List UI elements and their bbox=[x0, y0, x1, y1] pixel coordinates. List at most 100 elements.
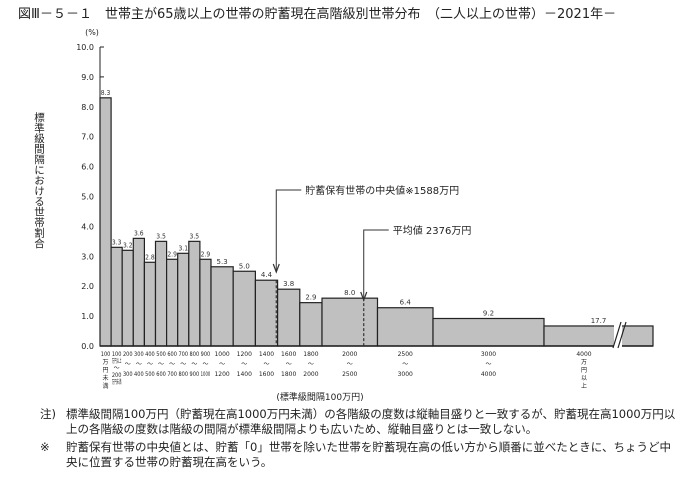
histogram-bar bbox=[299, 302, 323, 347]
y-tick-label: 1.0 bbox=[81, 312, 94, 321]
note-2: ※ 貯蓄保有世帯の中央値とは、貯蓄「0」世帯を除いた世帯を貯蓄現在高の低い方から… bbox=[40, 440, 680, 470]
histogram-bar bbox=[321, 297, 379, 347]
bar-value-label: 2.8 bbox=[145, 253, 155, 261]
histogram-bar bbox=[277, 288, 301, 347]
x-tick-label: 満 bbox=[103, 382, 109, 390]
note-mark: 注) bbox=[40, 407, 56, 421]
x-tick-label: 2000 bbox=[342, 351, 357, 358]
bar-value-label: 2.9 bbox=[201, 250, 211, 258]
x-tick-label: 〜 bbox=[219, 361, 225, 368]
note-text: 標準級間隔100万円（貯蓄現在高1000万円未満）の各階級の度数は縦軸目盛りと一… bbox=[66, 407, 676, 436]
x-tick-label: 900 bbox=[201, 351, 211, 358]
bar-value-label: 8.3 bbox=[101, 89, 111, 97]
bar-value-label: 5.0 bbox=[239, 262, 250, 270]
bar-value-label: 9.2 bbox=[483, 309, 494, 317]
histogram-bar bbox=[432, 317, 545, 347]
histogram-bar bbox=[121, 249, 134, 347]
note-1: 注) 標準級間隔100万円（貯蓄現在高1000万円未満）の各階級の度数は縦軸目盛… bbox=[40, 407, 680, 437]
x-tick-label: 100 bbox=[112, 351, 122, 358]
x-tick-label: 以 bbox=[581, 375, 587, 382]
y-tick-label: 7.0 bbox=[81, 133, 94, 142]
x-tick-label: 1600 bbox=[259, 371, 274, 378]
x-tick-label: 上 bbox=[581, 382, 587, 390]
note-text: 貯蓄保有世帯の中央値とは、貯蓄「0」世帯を除いた世帯を貯蓄現在高の低い方から順番… bbox=[66, 440, 671, 469]
x-tick-label: 2500 bbox=[342, 371, 357, 378]
x-tick-label: 300 bbox=[134, 351, 144, 358]
x-tick-label: 〜 bbox=[263, 361, 269, 368]
axis-break-mark bbox=[617, 321, 627, 349]
bar-value-label: 6.4 bbox=[400, 299, 412, 307]
bar-value-label: 3.3 bbox=[112, 238, 122, 246]
x-tick-label: 〜 bbox=[485, 361, 491, 368]
x-tick-label: 1000 bbox=[214, 351, 229, 358]
bar-value-label: 3.2 bbox=[123, 241, 133, 249]
bar-value-label: 4.4 bbox=[261, 271, 273, 279]
x-tick-label: 500 bbox=[156, 351, 166, 358]
x-tick-label: 700 bbox=[167, 371, 177, 378]
x-tick-label: 円 bbox=[103, 367, 109, 374]
y-tick-label: 8.0 bbox=[81, 103, 94, 112]
x-tick-label: 3000 bbox=[481, 351, 496, 358]
x-tick-label: 1400 bbox=[259, 351, 274, 358]
x-tick-label: 600 bbox=[167, 351, 177, 358]
x-tick-label: 〜 bbox=[286, 361, 292, 368]
axis-break-mark bbox=[612, 321, 622, 349]
x-tick-label: 1600 bbox=[281, 351, 296, 358]
x-tick-label: 〜 bbox=[347, 361, 353, 368]
arrow-head-icon bbox=[360, 291, 368, 302]
x-tick-label: 〜 bbox=[136, 361, 142, 368]
x-tick-label: 〜 bbox=[169, 361, 175, 368]
x-tick-label: 1400 bbox=[237, 371, 252, 378]
x-tick-label: 700 bbox=[178, 351, 188, 358]
histogram-chart: (%) 0.0 1.0 2.0 3.0 4.0 5.0 6.0 7.0 8.0 9.0 10.0 8.3… bbox=[76, 28, 654, 403]
x-tick-label: 900 bbox=[190, 371, 200, 378]
bar-value-label: 8.0 bbox=[344, 289, 355, 297]
x-tick-label: 円 bbox=[581, 367, 587, 374]
y-unit-label: (%) bbox=[85, 28, 99, 37]
x-tick-label: 〜 bbox=[202, 361, 208, 368]
histogram-bar bbox=[110, 246, 123, 347]
x-tick-label: 1200 bbox=[237, 351, 252, 358]
histogram-bar bbox=[177, 252, 190, 347]
x-tick-label: 〜 bbox=[114, 365, 120, 372]
y-tick-label: 9.0 bbox=[81, 73, 94, 82]
x-tick-label: 4000 bbox=[576, 351, 591, 358]
bar-value-label: 2.9 bbox=[167, 250, 177, 258]
x-tick-label: 3000 bbox=[398, 371, 413, 378]
x-tick-label: 万円未満 bbox=[112, 378, 122, 386]
annotation-label: 貯蓄保有世帯の中央値※1588万円 bbox=[305, 184, 459, 197]
chart-title: 図Ⅲ－５－１ 世帯主が65歳以上の世帯の貯蓄現在高階級別世帯分布 （二人以上の世… bbox=[18, 7, 617, 22]
annotation-leader-line bbox=[275, 189, 302, 272]
y-tick-label: 4.0 bbox=[81, 222, 94, 231]
bar-value-label: 3.1 bbox=[178, 244, 188, 252]
y-tick-label: 3.0 bbox=[81, 252, 94, 261]
x-tick-label: 〜 bbox=[241, 361, 247, 368]
x-tick-label: 未 bbox=[103, 374, 109, 382]
histogram-bar bbox=[254, 279, 279, 347]
x-tick-label: 400 bbox=[134, 371, 144, 378]
x-tick-label: 300 bbox=[123, 371, 133, 378]
histogram-bar bbox=[154, 240, 168, 347]
x-tick-label: 800 bbox=[178, 371, 188, 378]
axis-break-gap bbox=[614, 324, 622, 348]
histogram-bar bbox=[199, 258, 212, 347]
histogram-bar bbox=[99, 97, 112, 347]
x-tick-label: 1800 bbox=[281, 371, 296, 378]
x-tick-label: 2000 bbox=[303, 371, 318, 378]
x-tick-label: 200 bbox=[123, 351, 133, 358]
bar-value-label: 2.9 bbox=[305, 294, 316, 302]
x-tick-label: 〜 bbox=[191, 361, 197, 368]
x-tick-label: 100 bbox=[101, 351, 111, 358]
annotation-label: 平均値 2376万円 bbox=[393, 224, 472, 237]
arrow-head-icon bbox=[272, 263, 280, 274]
x-axis-label: (標準級間隔100万円) bbox=[276, 391, 363, 403]
x-tick-label: 〜 bbox=[147, 361, 153, 368]
annotation-leader-line bbox=[363, 229, 389, 300]
x-tick-label: 800 bbox=[190, 351, 200, 358]
x-tick-label: 600 bbox=[156, 371, 166, 378]
y-tick-label: 0.0 bbox=[81, 342, 94, 351]
histogram-bar bbox=[210, 266, 234, 347]
bar-value-label: 3.6 bbox=[134, 229, 144, 237]
x-tick-label: 〜 bbox=[125, 361, 131, 368]
histogram-bar bbox=[132, 237, 146, 347]
